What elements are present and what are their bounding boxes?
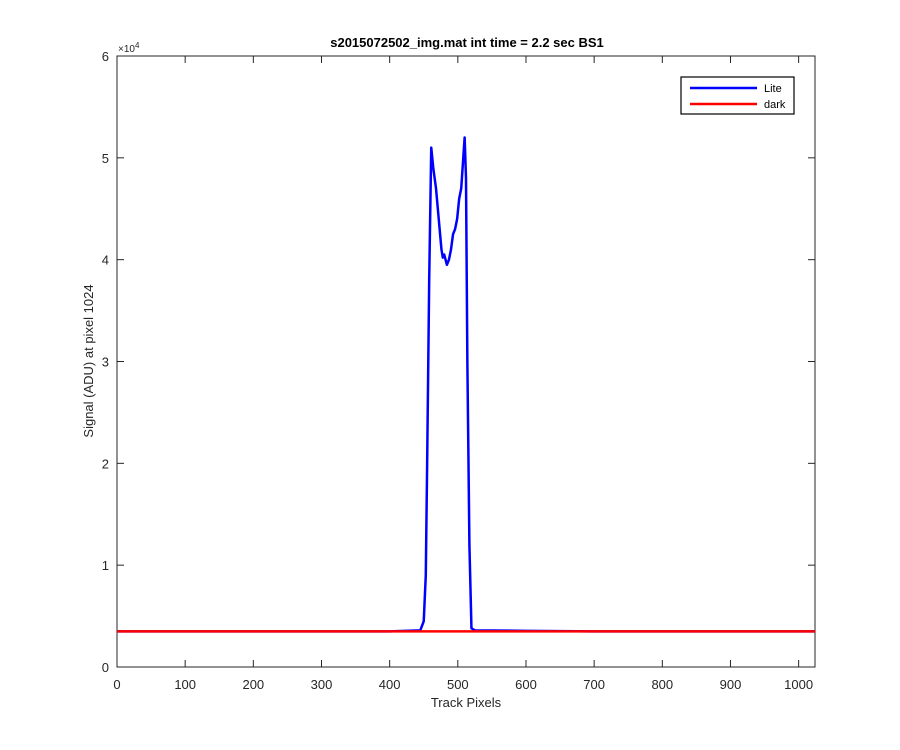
x-tick-label: 800 [651, 677, 673, 692]
x-tick-label: 600 [515, 677, 537, 692]
y-axis: 0 1 2 3 4 5 6 [102, 49, 815, 675]
x-axis-label: Track Pixels [431, 695, 502, 710]
y-tick-label: 0 [102, 660, 109, 675]
x-tick-label: 300 [311, 677, 333, 692]
legend: Lite dark [680, 76, 795, 115]
y-tick-label: 4 [102, 253, 109, 268]
y-tick-label: 1 [102, 558, 109, 573]
x-tick-label: 200 [242, 677, 264, 692]
chart-title: s2015072502_img.mat int time = 2.2 sec B… [330, 35, 604, 50]
x-tick-label: 500 [447, 677, 469, 692]
y-axis-label: Signal (ADU) at pixel 1024 [81, 284, 96, 437]
series-line-lite [117, 136, 815, 633]
x-tick-label: 100 [174, 677, 196, 692]
legend-box [680, 76, 795, 115]
x-tick-label: 400 [379, 677, 401, 692]
y-tick-label: 2 [102, 456, 109, 471]
legend-label-dark: dark [764, 99, 786, 111]
x-tick-label: 900 [720, 677, 742, 692]
series-layer [117, 136, 815, 633]
y-tick-label: 5 [102, 151, 109, 166]
x-axis: 0 100 200 300 400 500 600 700 800 900 1000 [113, 56, 813, 692]
y-exponent-label: ×104 [118, 41, 140, 55]
x-tick-label: 700 [583, 677, 605, 692]
x-tick-label: 0 [113, 677, 120, 692]
y-tick-label: 3 [102, 355, 109, 370]
legend-label-lite: Lite [764, 83, 782, 95]
y-tick-label: 6 [102, 49, 109, 64]
x-tick-label: 1000 [784, 677, 813, 692]
